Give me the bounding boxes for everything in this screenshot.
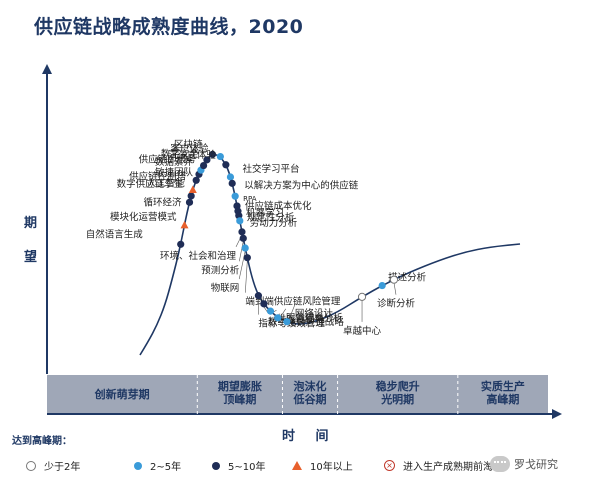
triangle-icon	[292, 461, 302, 470]
point-marker	[236, 217, 244, 225]
point-marker	[199, 161, 208, 170]
phase-label: 低谷期	[293, 392, 327, 406]
point-marker	[185, 198, 194, 206]
legend-label: 5~10年	[228, 462, 266, 473]
point-label: 沉浸式体验	[168, 149, 216, 161]
point-marker	[226, 173, 235, 181]
point-label: 以解决方案为中心的供应链	[244, 179, 359, 191]
point-marker	[177, 240, 185, 248]
point-label: 自然语言生成	[86, 228, 144, 240]
y-axis-label-char-2: 望	[24, 250, 38, 265]
phase-band	[47, 375, 548, 414]
point-marker	[216, 152, 224, 161]
y-axis-label-char-1: 期	[24, 216, 38, 231]
point-marker	[187, 192, 195, 200]
legend-item-2-5-years: 2~5年	[134, 458, 181, 473]
point-label: 机器学习	[246, 207, 284, 219]
wechat-icon	[490, 456, 510, 472]
point-label: 数字供应链孪生	[117, 178, 184, 190]
point-label: 区块链	[174, 138, 203, 150]
point-label: RPA	[243, 195, 257, 203]
point-marker	[188, 185, 197, 194]
x-axis-label: 时 间	[282, 429, 337, 444]
legend-label: 少于2年	[44, 462, 81, 473]
point-label: 指标与绩效管理	[258, 318, 325, 330]
point-marker	[243, 254, 251, 262]
phase-label: 光明期	[380, 392, 414, 406]
leader-line	[393, 282, 397, 295]
point-label: 卓越中心	[343, 325, 382, 337]
point-label: 循环经济	[143, 196, 182, 208]
legend-item-under-2-years: 少于2年	[26, 458, 80, 473]
point-label: 网络设计	[295, 308, 334, 320]
legend: 少于2年 2~5年 5~10年 10年以上 × 进入生产成熟期前淘汰	[0, 458, 590, 478]
legend-label: 2~5年	[150, 462, 182, 473]
point-label: 供应链成本优化	[245, 200, 312, 212]
point-marker	[192, 176, 200, 184]
point-label: 数字安全	[161, 148, 200, 160]
point-label: 规定性分析	[247, 212, 295, 224]
legend-label: 10年以上	[310, 462, 353, 473]
watermark-text: 罗戈研究	[514, 458, 558, 471]
point-marker	[203, 156, 211, 164]
legend-item-over-10-years: 10年以上	[292, 458, 353, 473]
point-marker	[260, 300, 268, 308]
legend-label: 进入生产成熟期前淘汰	[403, 462, 503, 473]
circle-icon	[134, 461, 142, 470]
point-marker	[228, 179, 236, 187]
phase-label: 期望膨胀	[218, 379, 262, 393]
point-label: 客户体验	[170, 143, 209, 155]
point-label: 诊断分析	[377, 298, 416, 310]
point-label: 环境、社会和治理	[160, 250, 237, 262]
point-marker	[222, 161, 230, 169]
point-label: 物联网	[211, 282, 240, 294]
point-marker	[239, 234, 247, 242]
point-marker	[266, 307, 275, 315]
point-label: 敏捷团队	[155, 166, 194, 178]
chart-title: 供应链战略成熟度曲线，2020	[34, 16, 304, 38]
x-circle-icon: ×	[384, 460, 395, 471]
point-marker	[180, 220, 189, 229]
point-marker	[231, 192, 239, 200]
phase-label: 顶峰期	[223, 392, 256, 406]
legend-title: 达到高峰期：	[12, 436, 72, 447]
legend-item-obsolete: × 进入生产成熟期前淘汰	[384, 458, 503, 473]
circle-icon	[212, 461, 220, 470]
point-marker	[357, 292, 367, 301]
point-marker	[274, 314, 282, 322]
point-label: 端到端供应链风险管理	[245, 296, 341, 308]
watermark: 罗戈研究	[490, 456, 558, 472]
point-label: 服务成本分析	[286, 312, 344, 324]
legend-item-5-10-years: 5~10年	[212, 458, 265, 473]
leader-line	[238, 250, 246, 280]
hollow-circle-icon	[26, 460, 36, 471]
point-marker	[208, 150, 217, 158]
point-marker	[389, 275, 399, 284]
point-marker	[254, 292, 263, 300]
leader-line	[245, 260, 248, 293]
phase-label: 创新萌芽期	[94, 387, 150, 401]
point-label: 数据素养	[155, 156, 194, 168]
y-axis-arrow	[42, 64, 52, 74]
point-marker	[241, 244, 249, 252]
x-axis-arrow	[552, 409, 562, 419]
point-label: 劳动力分析	[250, 217, 298, 229]
phase-label: 高峰期	[486, 392, 519, 406]
point-label: 预测分析	[201, 264, 240, 276]
leader-line	[238, 241, 244, 262]
point-label: 供应链即服务	[139, 154, 197, 166]
point-marker	[378, 281, 386, 290]
point-label: 社交学习平台	[242, 163, 299, 175]
phase-label: 实质生产	[481, 379, 525, 393]
point-marker	[283, 318, 291, 326]
point-label: 供应链控制塔	[129, 170, 187, 182]
phase-label: 泡沫化	[294, 379, 327, 393]
point-label: 模块化运营模式	[110, 211, 177, 223]
point-label: 人工智能	[147, 178, 186, 190]
point-marker	[238, 228, 246, 236]
phase-label: 稳步爬升	[376, 379, 420, 393]
